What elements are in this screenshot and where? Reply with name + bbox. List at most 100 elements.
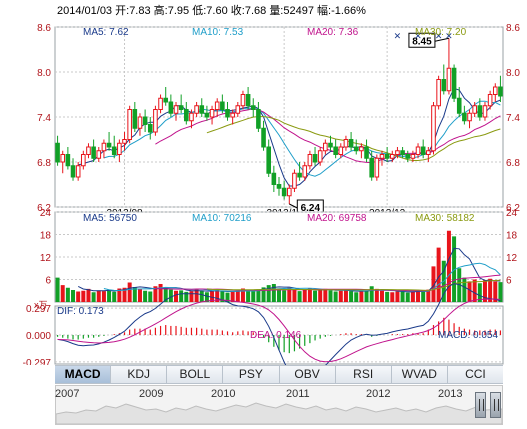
dif-line <box>57 283 501 365</box>
open-value: 7.83 <box>129 5 151 17</box>
volume-tick-right: 6 <box>506 276 512 287</box>
price-ma-line <box>206 116 501 161</box>
tab-obv[interactable]: OBV <box>280 366 336 383</box>
volume-bar <box>266 285 271 302</box>
volume-value: 52497 <box>283 5 314 17</box>
volume-bar <box>112 291 117 302</box>
volume-bar <box>292 289 297 302</box>
volume-bar <box>498 282 503 302</box>
charts-canvas[interactable]: 8.68.68.08.07.47.46.86.86.26.22013/08201… <box>0 0 527 365</box>
candle-body <box>209 109 215 118</box>
candle-body <box>96 150 102 159</box>
volume-bar <box>261 287 266 302</box>
candle-body <box>111 146 117 155</box>
volume-bar <box>81 290 86 302</box>
macd-panel: 0.297 0.000 -0.297 DIF: 0.173 DEA: 0.146 MACD… <box>23 283 504 365</box>
candle-body <box>415 146 421 155</box>
volume-tick-left: 24 <box>40 208 52 219</box>
price-panel: 8.68.68.08.07.47.46.86.86.26.22013/08201… <box>37 23 520 219</box>
legend-item: MA5: 56750 <box>83 213 137 224</box>
volume-bar <box>163 287 168 302</box>
navigator-left-handle[interactable] <box>475 392 486 418</box>
tab-kdj[interactable]: KDJ <box>111 366 168 383</box>
candle-body <box>163 97 169 103</box>
candle-body <box>446 67 452 92</box>
min-annotation-label: 6.24 <box>301 203 321 214</box>
volume-bar <box>446 230 451 302</box>
timeline-navigator[interactable]: 2007 2009 2010 2011 2012 2013 <box>55 385 503 425</box>
volume-bar <box>416 290 421 302</box>
volume-bar <box>179 290 184 302</box>
candle-body <box>333 146 338 155</box>
volume-bar <box>86 288 91 302</box>
candle-body <box>214 101 220 110</box>
volume-bar <box>400 291 405 302</box>
volume-bar <box>421 291 426 302</box>
candle-body <box>302 165 308 178</box>
volume-tick-left: 18 <box>40 231 52 242</box>
open-label: 开: <box>115 5 130 17</box>
tab-cci[interactable]: CCI <box>465 367 486 381</box>
price-tick-right: 8.6 <box>506 23 520 34</box>
tab-rsi[interactable]: RSI <box>336 366 392 383</box>
nav-year-2010: 2010 <box>211 388 236 400</box>
max-annotation-label: 8.45 <box>412 36 432 47</box>
nav-year-2011: 2011 <box>286 388 310 400</box>
legend-item: MACD: 0.054 <box>438 330 498 341</box>
volume-ma-line <box>77 247 501 293</box>
tab-wvad[interactable]: WVAD <box>392 366 448 383</box>
volume-ma-line <box>103 262 501 292</box>
candle-body <box>189 112 194 122</box>
volume-bar <box>230 291 235 302</box>
macd-tick: 0.000 <box>26 331 51 342</box>
volume-bar <box>318 289 323 302</box>
candle-body <box>106 142 112 148</box>
event-marker-icon: ✕ <box>435 31 443 41</box>
volume-bar <box>349 291 354 302</box>
volume-tick-right: 24 <box>506 208 518 219</box>
event-marker-icon: ✕ <box>394 31 402 41</box>
change-value: -1.66% <box>331 5 366 17</box>
max-annotation-leader <box>434 37 450 42</box>
volume-bar <box>132 287 137 302</box>
volume-bar <box>96 290 101 302</box>
candle-body <box>142 116 148 125</box>
volume-bar <box>277 288 281 302</box>
volume-bar <box>71 290 76 302</box>
candle-body <box>204 112 210 118</box>
candle-body <box>405 154 411 159</box>
low-value: 7.60 <box>206 5 228 17</box>
volume-bar <box>395 291 400 302</box>
candle-body <box>395 150 400 155</box>
candle-body <box>281 187 287 197</box>
candle-body <box>369 157 374 178</box>
macd-tick: 0.297 <box>26 304 51 315</box>
candle-body <box>235 105 241 114</box>
volume-bar <box>117 288 122 302</box>
nav-year-2013: 2013 <box>438 388 463 400</box>
volume-bar <box>101 291 106 302</box>
candle-body <box>60 154 66 163</box>
tab-boll[interactable]: BOLL <box>167 366 224 383</box>
price-tick-right: 8.0 <box>506 68 520 79</box>
volume-bar <box>122 287 127 302</box>
candle-body <box>266 146 272 174</box>
volume-bar <box>426 289 431 302</box>
close-value: 7.68 <box>244 5 267 17</box>
volume-bar <box>452 236 457 302</box>
tab-psy[interactable]: PSY <box>223 366 280 383</box>
candle-body <box>307 154 313 167</box>
min-annotation-leader <box>289 203 298 209</box>
macd-tick: -0.297 <box>23 358 52 365</box>
volume-bar <box>60 285 65 302</box>
legend-item: MA20: 69758 <box>307 213 367 224</box>
candle-body <box>312 154 318 163</box>
candle-body <box>91 146 96 159</box>
candle-body <box>451 67 457 99</box>
volume-bar <box>189 291 194 302</box>
tab-macd[interactable]: MACD <box>55 366 112 383</box>
price-tick-right: 6.8 <box>506 158 520 169</box>
navigator-right-handle[interactable] <box>490 392 501 418</box>
volume-bar <box>369 286 374 302</box>
volume-bar <box>282 290 287 302</box>
